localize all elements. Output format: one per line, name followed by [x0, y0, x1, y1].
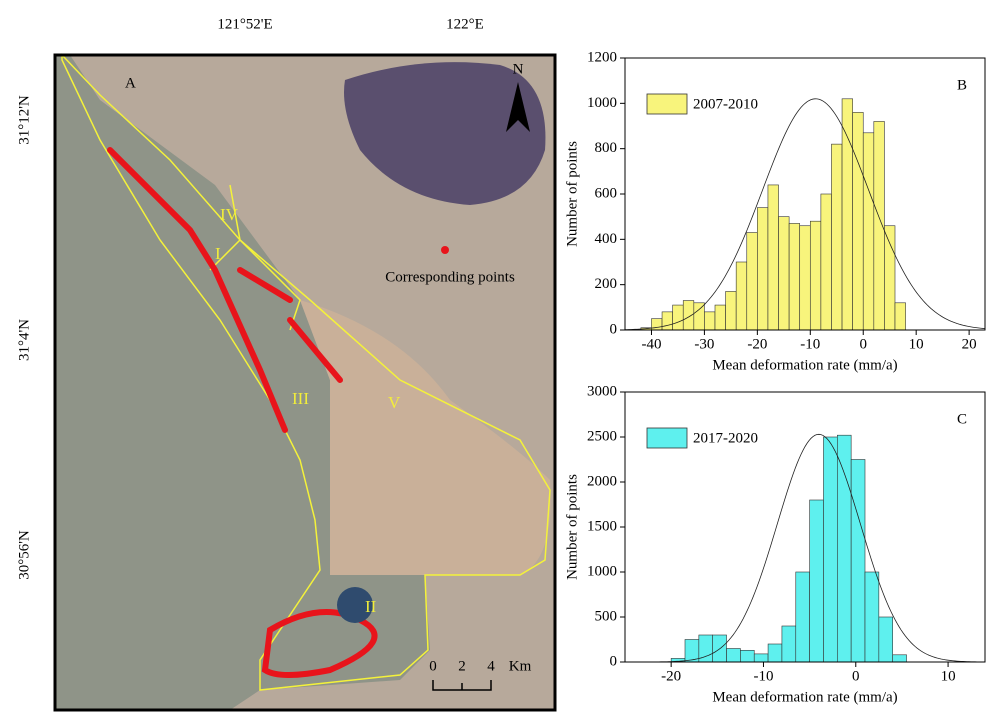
bar [823, 437, 837, 662]
lat-label: 30°56'N [16, 530, 32, 580]
scale-label: 0 [429, 658, 437, 674]
bar [740, 650, 754, 662]
bar [768, 644, 782, 662]
bar [662, 312, 673, 330]
zone-label: III [292, 389, 309, 408]
bar [837, 435, 851, 662]
lat-label: 31°12'N [16, 95, 32, 145]
panel-label: A [125, 75, 136, 91]
bar [800, 226, 811, 330]
lon-label: 122°E [446, 16, 484, 32]
y-tick-label: 2000 [587, 473, 617, 489]
bar [727, 649, 741, 663]
bar [796, 572, 810, 662]
bar [683, 301, 694, 330]
bar [754, 654, 768, 662]
y-tick-label: 500 [595, 608, 618, 624]
lat-label: 31°4'N [16, 319, 32, 361]
zone-label: IV [220, 205, 239, 224]
x-tick-label: 0 [859, 336, 867, 352]
zone-label: I [215, 244, 221, 263]
bar [863, 133, 874, 330]
bar [779, 217, 790, 330]
map-panel: A N Corresponding points I II III IV V 0… [16, 16, 555, 710]
figure: A N Corresponding points I II III IV V 0… [0, 0, 988, 713]
x-tick-label: 0 [852, 668, 860, 684]
legend-label: 2007-2010 [693, 96, 758, 112]
legend-swatch [647, 428, 687, 448]
zone-label: II [365, 597, 377, 616]
bar [736, 262, 747, 330]
bar [865, 572, 879, 662]
bar [821, 194, 832, 330]
y-tick-label: 0 [610, 321, 618, 337]
bar [851, 460, 865, 663]
points-label: Corresponding points [385, 269, 515, 285]
y-axis-label: Number of points [564, 474, 580, 580]
y-tick-label: 2500 [587, 428, 617, 444]
bar [704, 312, 715, 330]
y-tick-label: 400 [595, 231, 618, 247]
y-axis-label: Number of points [564, 141, 580, 247]
y-tick-label: 1000 [587, 95, 617, 111]
scale-label: 4 [487, 658, 495, 674]
scale-label: 2 [458, 658, 466, 674]
y-tick-label: 1000 [587, 563, 617, 579]
bar [715, 305, 726, 330]
x-tick-label: -20 [661, 668, 681, 684]
bar [782, 626, 796, 662]
lon-label: 121°52'E [217, 16, 272, 32]
bar [768, 185, 779, 330]
bar [893, 655, 907, 662]
legend-point [441, 246, 449, 254]
panel-label: B [957, 77, 967, 93]
x-tick-label: -20 [747, 336, 767, 352]
panel-label: C [957, 411, 967, 427]
x-tick-label: -10 [753, 668, 773, 684]
x-tick-label: -40 [641, 336, 661, 352]
bar [842, 99, 853, 330]
y-tick-label: 3000 [587, 383, 617, 399]
x-tick-label: -10 [800, 336, 820, 352]
bar [726, 291, 737, 330]
x-axis-label: Mean deformation rate (mm/a) [712, 689, 897, 705]
x-tick-label: 10 [941, 668, 956, 684]
x-tick-label: 10 [909, 336, 924, 352]
legend-label: 2017-2020 [693, 430, 758, 446]
bar [757, 208, 768, 330]
y-tick-label: 600 [595, 185, 618, 201]
bar [810, 500, 824, 662]
y-tick-label: 200 [595, 276, 618, 292]
bar [853, 112, 864, 330]
y-tick-label: 1200 [587, 49, 617, 65]
bar [673, 305, 684, 330]
x-tick-label: 20 [962, 336, 977, 352]
y-tick-label: 0 [610, 653, 618, 669]
bar [879, 617, 893, 662]
y-tick-label: 800 [595, 140, 618, 156]
scale-label: Km [509, 658, 532, 674]
zone-label: V [388, 393, 401, 412]
legend-swatch [647, 94, 687, 114]
bar [789, 223, 800, 330]
bar [895, 303, 906, 330]
bar [694, 303, 705, 330]
x-tick-label: -30 [694, 336, 714, 352]
bar [884, 226, 895, 330]
north-label: N [513, 61, 524, 77]
x-axis-label: Mean deformation rate (mm/a) [712, 357, 897, 373]
y-tick-label: 1500 [587, 518, 617, 534]
bar [831, 144, 842, 330]
bar [810, 221, 821, 330]
bar [747, 233, 758, 330]
